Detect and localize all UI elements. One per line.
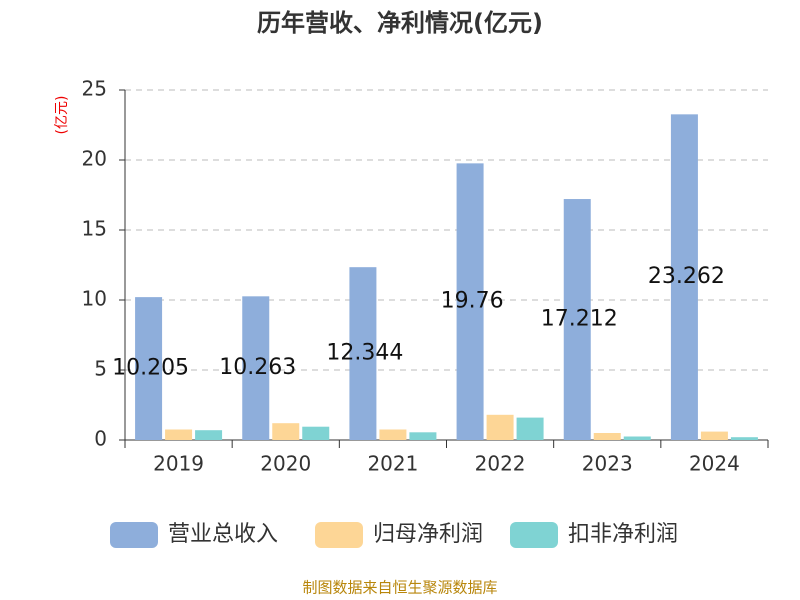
bar: [195, 430, 223, 440]
bar: [563, 199, 591, 440]
legend-label: 归母净利润: [373, 522, 483, 547]
y-tick-label: 10: [82, 287, 107, 311]
y-axis-title: (亿元): [54, 96, 70, 135]
data-label: 10.263: [219, 355, 296, 380]
chart-title: 历年营收、净利情况(亿元): [257, 9, 543, 37]
y-tick-label: 0: [94, 427, 107, 451]
bar: [135, 297, 163, 440]
bar: [456, 163, 484, 441]
x-tick-label: 2022: [475, 452, 526, 476]
bar: [486, 414, 514, 440]
bar: [242, 296, 270, 440]
bar: [593, 433, 621, 440]
legend-label: 营业总收入: [168, 522, 278, 547]
bar: [379, 429, 407, 440]
x-tick-label: 2024: [689, 452, 740, 476]
bar: [349, 267, 377, 440]
x-tick-label: 2023: [582, 452, 633, 476]
y-tick-label: 15: [82, 217, 107, 241]
bar: [409, 432, 437, 440]
legend-label: 扣非净利润: [568, 522, 678, 547]
y-tick-label: 5: [94, 357, 107, 381]
bar: [700, 431, 728, 440]
bar: [670, 114, 698, 440]
y-tick-label: 20: [82, 147, 107, 171]
bar: [302, 426, 330, 440]
bar: [165, 429, 193, 440]
data-label: 19.76: [441, 289, 504, 314]
data-label: 17.212: [541, 307, 618, 332]
bar: [516, 417, 544, 440]
data-label: 23.262: [648, 264, 725, 289]
legend-swatch: [510, 522, 558, 548]
bar: [623, 436, 651, 440]
legend-swatch: [110, 522, 158, 548]
source-note: 制图数据来自恒生聚源数据库: [302, 579, 497, 597]
x-tick-label: 2021: [367, 452, 418, 476]
x-tick-label: 2019: [153, 452, 204, 476]
x-tick-label: 2020: [260, 452, 311, 476]
data-label: 12.344: [326, 341, 403, 366]
bar: [730, 437, 758, 440]
y-tick-label: 25: [82, 77, 107, 101]
legend-swatch: [315, 522, 363, 548]
data-label: 10.205: [112, 356, 189, 381]
bar: [272, 423, 300, 440]
